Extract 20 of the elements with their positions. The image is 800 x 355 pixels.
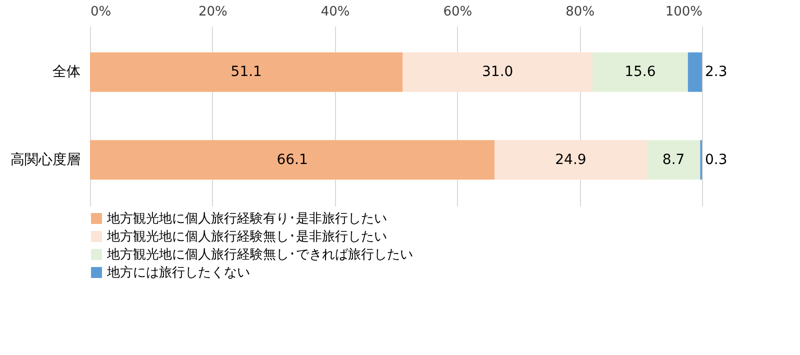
legend-label: 地方観光地に個人旅行経験無し･是非旅行したい bbox=[106, 228, 387, 244]
text: 24.9 bbox=[555, 152, 586, 168]
text: 66.1 bbox=[276, 152, 308, 168]
x-tick-label: 60% bbox=[443, 4, 472, 20]
x-tick-label: 80% bbox=[566, 4, 595, 20]
text: 31.0 bbox=[482, 64, 514, 80]
y-tick-label: 全体 bbox=[52, 64, 80, 80]
text: 0.3 bbox=[705, 152, 728, 168]
text: 8.7 bbox=[662, 152, 685, 168]
x-tick-label: 100% bbox=[665, 4, 702, 20]
text: 2.3 bbox=[705, 64, 728, 80]
text: 51.1 bbox=[230, 64, 262, 80]
x-tick-label: 20% bbox=[198, 4, 228, 20]
legend-label: 地方観光地に個人旅行経験無し･できれば旅行したい bbox=[106, 246, 413, 262]
x-tick-label: 40% bbox=[320, 4, 350, 20]
y-tick-label: 高関心度層 bbox=[10, 152, 80, 168]
text: 15.6 bbox=[624, 64, 656, 80]
x-tick-label: 0% bbox=[90, 4, 112, 20]
legend-label: 地方観光地に個人旅行経験有り･是非旅行したい bbox=[106, 210, 387, 226]
legend-label: 地方には旅行したくない bbox=[106, 264, 250, 280]
